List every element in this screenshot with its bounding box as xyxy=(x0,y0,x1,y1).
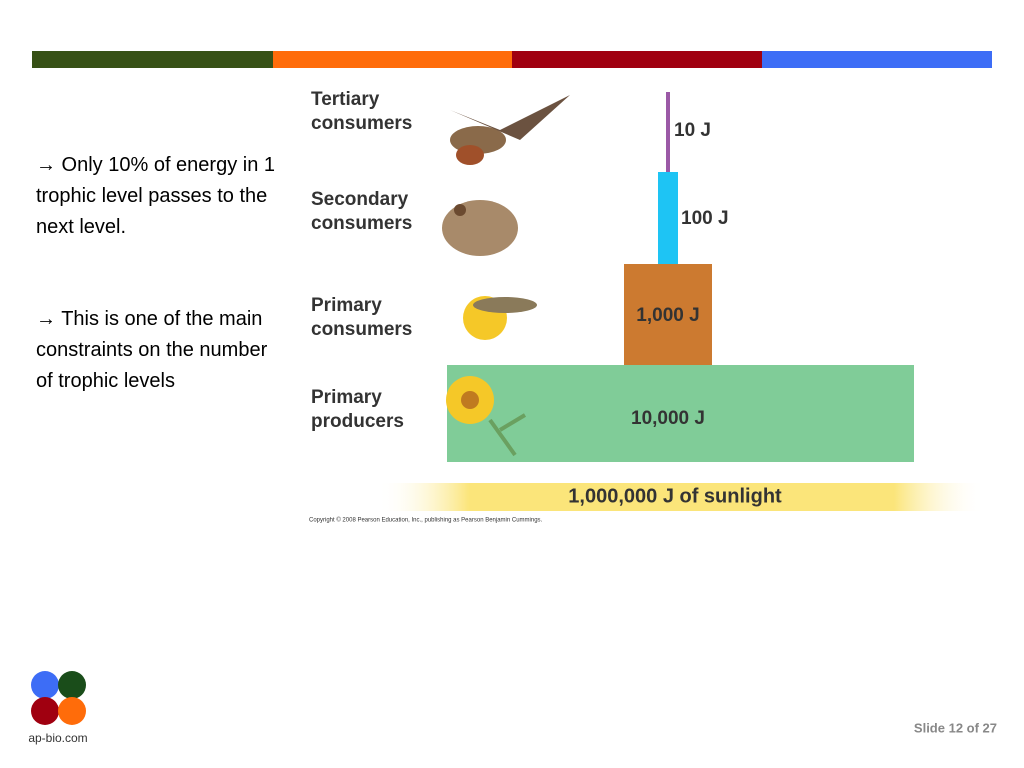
level-label: Primary producers xyxy=(311,387,404,432)
energy-label: 100 J xyxy=(681,208,729,229)
tier-bar xyxy=(447,365,914,462)
grasshopper-icon xyxy=(463,296,537,340)
level-label: Tertiary consumers xyxy=(311,89,413,134)
logo-text: ap-bio.com xyxy=(28,731,87,745)
bullet-text: → This is one of the main constraints on… xyxy=(36,308,268,392)
header-bar xyxy=(762,51,992,68)
header-bar xyxy=(512,51,762,68)
header-bar xyxy=(32,51,273,68)
sunlight-band xyxy=(378,483,985,511)
sunlight-label: 1,000,000 J of sunlight xyxy=(568,485,782,507)
slide-number: Slide 12 of 27 xyxy=(914,720,997,735)
logo xyxy=(31,671,86,725)
tier-bar xyxy=(658,172,678,264)
bullet-text: → Only 10% of energy in 1 trophic level … xyxy=(36,154,276,238)
tier-bar xyxy=(624,264,712,365)
hawk-icon xyxy=(450,95,570,165)
energy-label: 1,000 J xyxy=(636,305,699,326)
header-bar xyxy=(273,51,512,68)
copyright: Copyright © 2008 Pearson Education, Inc.… xyxy=(309,517,543,524)
energy-label: 10,000 J xyxy=(631,408,705,429)
level-label: Primary consumers xyxy=(311,295,413,340)
flower-icon xyxy=(446,376,527,457)
level-label: Secondary consumers xyxy=(311,189,413,234)
energy-label: 10 J xyxy=(674,120,711,141)
mouse-icon xyxy=(442,200,518,256)
